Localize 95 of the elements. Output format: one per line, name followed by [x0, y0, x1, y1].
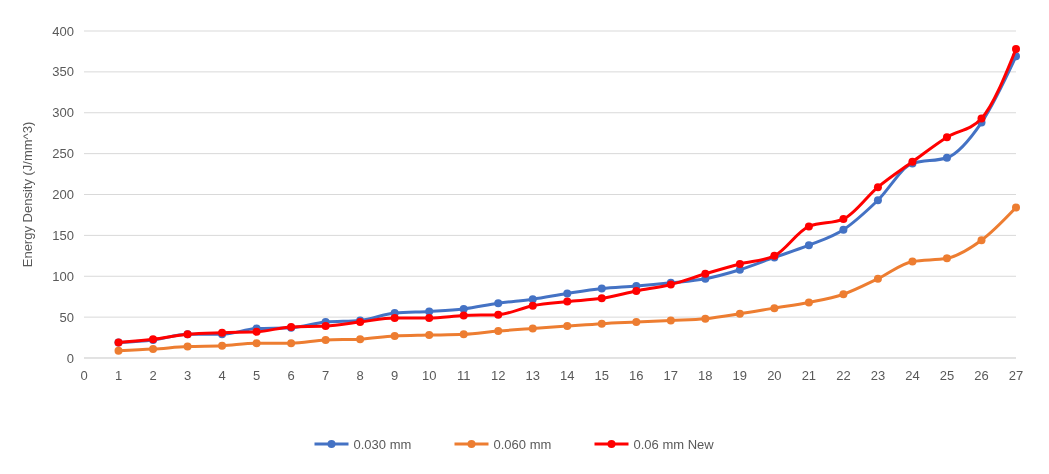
- y-tick-label: 0: [66, 350, 74, 366]
- point: [942, 133, 951, 142]
- x-tick-label: 18: [698, 368, 713, 383]
- y-tick-label: 200: [52, 187, 74, 203]
- point: [390, 331, 399, 340]
- point: [356, 335, 365, 344]
- y-tick-label: 100: [52, 268, 74, 284]
- point: [114, 346, 123, 355]
- x-tick-label: 7: [322, 368, 330, 383]
- y-tick-label: 250: [52, 146, 74, 162]
- point: [839, 225, 848, 234]
- x-tick-label: 4: [218, 368, 226, 383]
- point: [839, 290, 848, 299]
- point: [494, 327, 503, 336]
- y-axis-title: Energy Density (J/mm^3): [20, 121, 35, 268]
- x-tick-label: 8: [356, 368, 364, 383]
- x-tick-label: 3: [183, 368, 192, 383]
- x-tick-label: 0: [80, 368, 88, 383]
- point: [942, 153, 951, 162]
- point: [701, 269, 710, 278]
- x-tick-label: 20: [767, 368, 782, 383]
- point: [597, 294, 606, 303]
- point: [459, 330, 468, 339]
- y-tick-label: 400: [52, 23, 74, 39]
- point: [1012, 203, 1020, 212]
- x-tick-label: 13: [525, 368, 540, 383]
- point: [528, 295, 537, 304]
- point: [597, 319, 606, 328]
- point: [425, 331, 434, 340]
- point: [528, 301, 537, 310]
- point: [459, 304, 468, 313]
- point: [873, 183, 882, 192]
- point: [804, 298, 813, 307]
- x-tick-label: 16: [629, 368, 644, 383]
- point: [528, 324, 537, 333]
- y-tick-label: 300: [52, 105, 74, 121]
- x-tick-label: 10: [421, 368, 437, 383]
- x-tick-label: 27: [1008, 368, 1024, 383]
- x-tick-label: 11: [456, 368, 471, 383]
- point: [666, 316, 675, 325]
- point: [321, 322, 330, 331]
- point: [839, 215, 848, 224]
- x-tick-label: 2: [149, 368, 157, 383]
- legend-label: 0.060 mm: [493, 436, 552, 452]
- point: [425, 313, 434, 322]
- point: [942, 254, 951, 263]
- point: [735, 309, 744, 318]
- x-tick-label: 24: [905, 368, 920, 383]
- x-tick-label: 12: [490, 368, 506, 383]
- point: [459, 311, 468, 320]
- x-tick-label: 22: [836, 368, 851, 383]
- point: [908, 257, 917, 266]
- point: [873, 274, 882, 283]
- x-tick-label: 26: [974, 368, 989, 383]
- x-tick-label: 23: [870, 368, 886, 383]
- point: [804, 222, 813, 231]
- point: [494, 299, 503, 308]
- point: [770, 304, 779, 313]
- point: [563, 297, 572, 306]
- point: [494, 310, 503, 319]
- point: [252, 339, 261, 348]
- point: [804, 241, 813, 250]
- y-tick-label: 50: [59, 309, 74, 325]
- point: [183, 342, 192, 351]
- x-tick-label: 9: [391, 368, 399, 383]
- x-tick-label: 14: [560, 368, 575, 383]
- point: [977, 236, 986, 245]
- point: [701, 314, 710, 323]
- point: [425, 307, 434, 316]
- y-tick-label: 350: [52, 64, 74, 80]
- point: [632, 318, 641, 327]
- x-tick-label: 25: [939, 368, 955, 383]
- x-tick-label: 15: [594, 368, 610, 383]
- point: [563, 322, 572, 331]
- point: [149, 345, 158, 354]
- point: [735, 259, 744, 268]
- x-tick-label: 21: [801, 368, 817, 383]
- point: [321, 336, 330, 345]
- point: [632, 286, 641, 295]
- point: [287, 339, 296, 348]
- point: [597, 284, 606, 293]
- point: [390, 313, 399, 322]
- x-tick-label: 5: [252, 368, 261, 383]
- point: [563, 289, 572, 298]
- point: [218, 341, 227, 350]
- x-tick-label: 17: [663, 368, 679, 383]
- legend-label: 0.06 mm New: [633, 436, 715, 452]
- legend-label: 0.030 mm: [353, 436, 412, 452]
- point: [977, 114, 986, 123]
- x-tick-label: 1: [114, 368, 123, 383]
- point: [1012, 44, 1020, 53]
- y-tick-label: 150: [52, 227, 74, 243]
- point: [873, 196, 882, 205]
- x-tick-label: 6: [287, 368, 295, 383]
- x-tick-label: 19: [732, 368, 748, 383]
